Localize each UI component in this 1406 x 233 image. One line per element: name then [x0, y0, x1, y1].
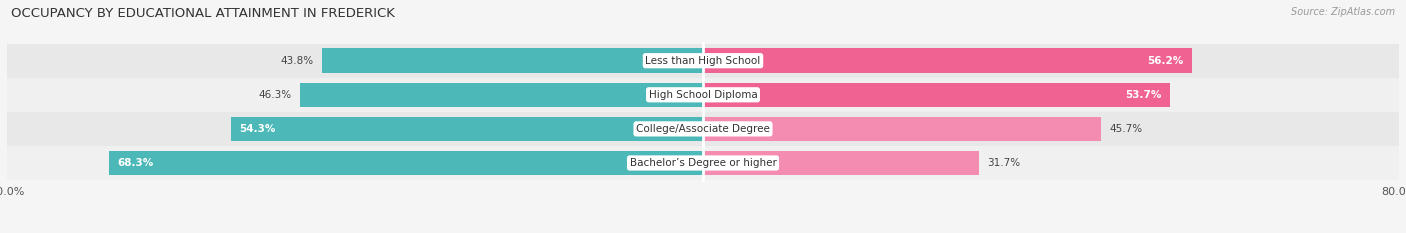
- Bar: [108, 151, 703, 175]
- Bar: [7, 78, 1399, 112]
- Text: 46.3%: 46.3%: [259, 90, 291, 100]
- Bar: [703, 48, 1192, 73]
- Bar: [7, 112, 1399, 146]
- Text: Source: ZipAtlas.com: Source: ZipAtlas.com: [1291, 7, 1395, 17]
- Text: 53.7%: 53.7%: [1125, 90, 1161, 100]
- Bar: [703, 116, 1101, 141]
- Bar: [7, 44, 1399, 78]
- Bar: [301, 82, 703, 107]
- Text: 45.7%: 45.7%: [1109, 124, 1143, 134]
- Legend: Owner-occupied, Renter-occupied: Owner-occupied, Renter-occupied: [581, 230, 825, 233]
- Bar: [231, 116, 703, 141]
- Bar: [703, 151, 979, 175]
- Text: 31.7%: 31.7%: [987, 158, 1021, 168]
- Text: 68.3%: 68.3%: [118, 158, 153, 168]
- Text: 43.8%: 43.8%: [280, 56, 314, 66]
- Bar: [703, 82, 1170, 107]
- Text: College/Associate Degree: College/Associate Degree: [636, 124, 770, 134]
- Text: Bachelor’s Degree or higher: Bachelor’s Degree or higher: [630, 158, 776, 168]
- Text: OCCUPANCY BY EDUCATIONAL ATTAINMENT IN FREDERICK: OCCUPANCY BY EDUCATIONAL ATTAINMENT IN F…: [11, 7, 395, 20]
- Bar: [322, 48, 703, 73]
- Text: 54.3%: 54.3%: [239, 124, 276, 134]
- Text: High School Diploma: High School Diploma: [648, 90, 758, 100]
- Text: Less than High School: Less than High School: [645, 56, 761, 66]
- Text: 56.2%: 56.2%: [1147, 56, 1184, 66]
- Bar: [7, 146, 1399, 180]
